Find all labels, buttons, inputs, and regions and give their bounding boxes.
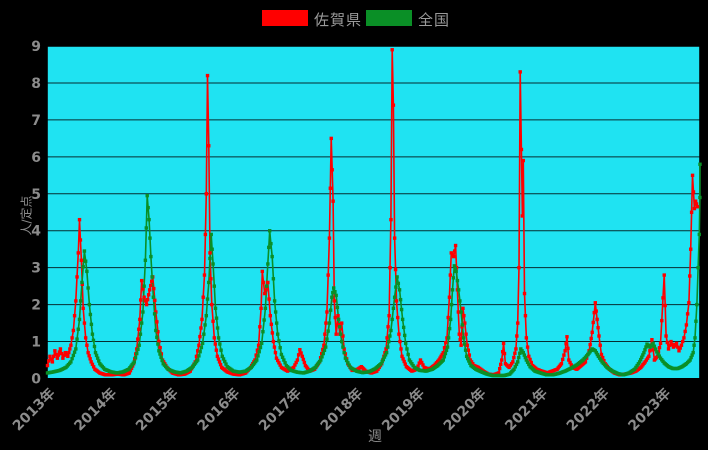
y-tick-label: 3 bbox=[31, 261, 41, 277]
x-tick-label: 2022年 bbox=[563, 385, 612, 434]
legend-label-saga: 佐賀県 bbox=[314, 11, 363, 29]
x-tick-label: 2020年 bbox=[440, 385, 489, 434]
x-tick-label: 2016年 bbox=[194, 385, 243, 434]
x-tick-label: 2014年 bbox=[71, 385, 120, 434]
x-axis-title: 週 bbox=[368, 429, 382, 445]
y-tick-label: 7 bbox=[31, 113, 41, 129]
x-tick-label: 2013年 bbox=[9, 385, 58, 434]
y-tick-label: 6 bbox=[31, 150, 41, 166]
legend-label-national: 全国 bbox=[418, 11, 451, 29]
x-tick-label: 2023年 bbox=[625, 385, 674, 434]
x-tick-label: 2017年 bbox=[255, 385, 304, 434]
y-axis-title: 人/定点 bbox=[19, 195, 34, 236]
series-markers-national bbox=[45, 162, 702, 378]
legend-swatch-saga bbox=[262, 10, 308, 26]
x-axis-line bbox=[46, 378, 701, 382]
y-tick-label: 1 bbox=[31, 335, 41, 351]
y-tick-label: 2 bbox=[31, 298, 41, 314]
legend-swatch-national bbox=[366, 10, 412, 26]
x-tick-label: 2021年 bbox=[502, 385, 551, 434]
y-tick-label: 9 bbox=[31, 39, 41, 55]
y-tick-label: 4 bbox=[31, 224, 41, 240]
plot-area bbox=[47, 46, 701, 381]
x-tick-label: 2015年 bbox=[132, 385, 181, 434]
y-tick-label: 8 bbox=[31, 76, 41, 92]
y-tick-label: 5 bbox=[31, 187, 41, 203]
y-tick-label: 0 bbox=[31, 372, 41, 388]
